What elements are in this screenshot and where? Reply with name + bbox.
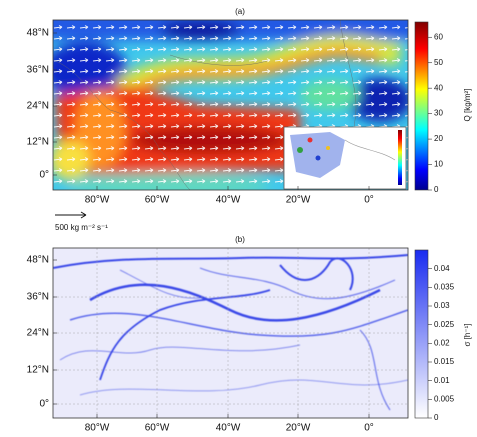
lat-tick-label: 12°N	[27, 137, 49, 148]
scale-label: 500 kg m⁻² s⁻¹	[55, 223, 108, 232]
colorbar-tick-label: 0	[434, 185, 439, 194]
colorbar-tick-label: 0.025	[434, 320, 455, 329]
colorbar-tick-label: 30	[434, 109, 443, 118]
lat-tick-label: 36°N	[27, 65, 49, 76]
map-b	[53, 248, 408, 418]
lat-tick-label: 24°N	[27, 328, 49, 339]
lat-tick-label: 36°N	[27, 292, 49, 303]
colorbar-tick-label: 60	[434, 32, 443, 41]
colorbar-tick-label: 0.02	[434, 338, 450, 347]
colorbar-tick-label: 0.03	[434, 301, 450, 310]
colorbar-label: Q [kg/m²]	[463, 89, 472, 122]
lat-tick-label: 12°N	[27, 365, 49, 376]
lon-tick-label: 80°W	[85, 423, 110, 434]
lat-tick-label: 24°N	[27, 101, 49, 112]
lon-tick-label: 20°W	[286, 195, 311, 206]
panel-label: (a)	[235, 7, 245, 16]
colorbar-b	[415, 250, 428, 418]
colorbar-tick-label: 0.01	[434, 376, 450, 385]
lat-tick-label: 48°N	[27, 28, 49, 39]
lat-tick-label: 0°	[39, 170, 49, 181]
page: 500 kg m⁻² s⁻¹ (a) 48°N 36°N 24°N 12°N 0° 80°W…	[0, 0, 477, 437]
lon-tick-label: 60°W	[145, 423, 170, 434]
colorbar-tick-label: 50	[434, 58, 443, 67]
lon-tick-label: 0°	[364, 423, 374, 434]
colorbar-tick-label: 0.04	[434, 264, 450, 273]
colorbar-a	[415, 22, 428, 190]
lat-tick-label: 0°	[39, 399, 49, 410]
lon-tick-label: 80°W	[85, 195, 110, 206]
lon-tick-label: 40°W	[216, 423, 241, 434]
colorbar-tick-label: 0.015	[434, 357, 455, 366]
colorbar-tick-label: 0.035	[434, 282, 455, 291]
colorbar-tick-label: 40	[434, 83, 443, 92]
lon-tick-label: 0°	[364, 195, 374, 206]
lon-tick-label: 60°W	[145, 195, 170, 206]
colorbar-tick-label: 0.005	[434, 394, 455, 403]
colorbar-tick-label: 20	[434, 134, 443, 143]
colorbar-tick-label: 0	[434, 413, 439, 422]
inset-map	[284, 127, 406, 189]
lon-tick-label: 20°W	[286, 423, 311, 434]
lat-tick-label: 48°N	[27, 255, 49, 266]
colorbar-label: σ [h⁻¹]	[463, 324, 472, 347]
colorbar-tick-label: 10	[434, 160, 443, 169]
figure: 500 kg m⁻² s⁻¹ (a) 48°N 36°N 24°N 12°N 0° 80°W…	[0, 0, 477, 437]
panel-label: (b)	[235, 235, 245, 244]
lon-tick-label: 40°W	[216, 195, 241, 206]
scale-arrow	[55, 212, 86, 218]
